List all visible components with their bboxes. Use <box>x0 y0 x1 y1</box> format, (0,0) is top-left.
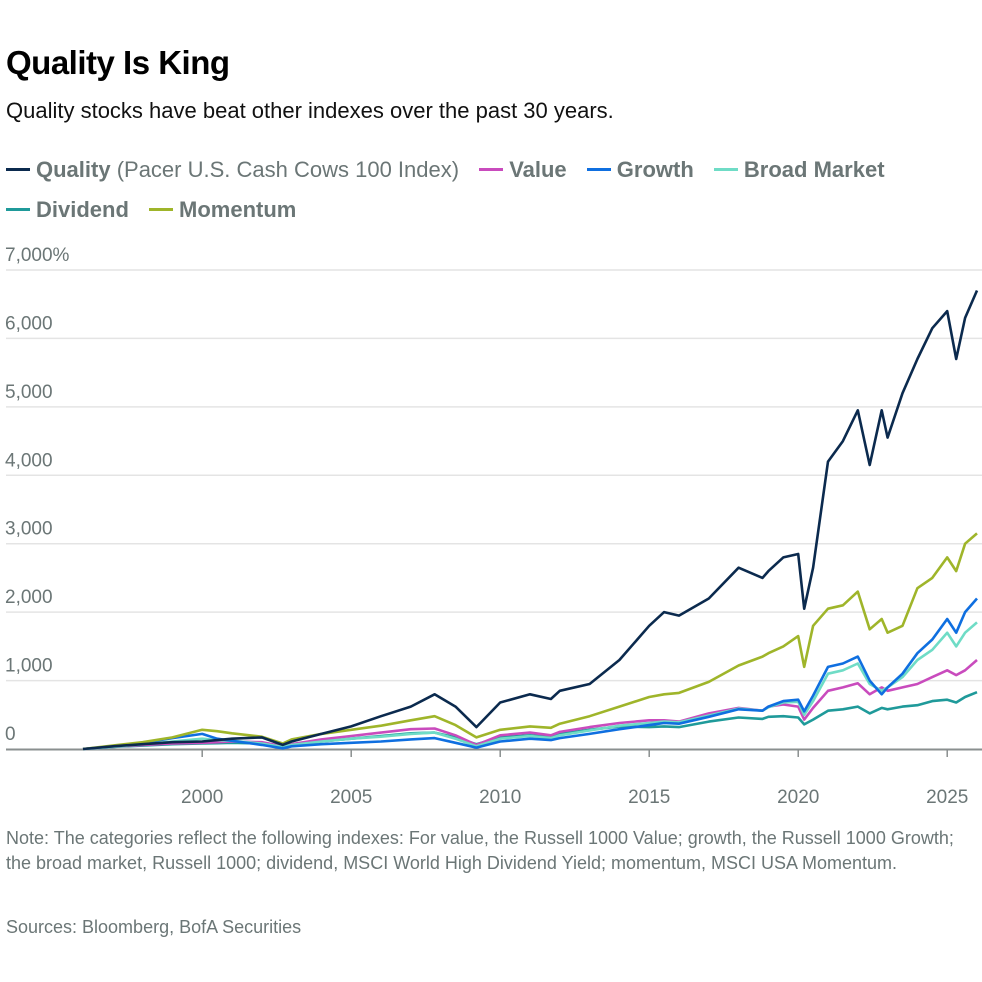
series-line-quality <box>82 289 979 751</box>
legend-swatch-broad-market <box>713 167 738 171</box>
legend-item-broad-market: Broad Market <box>713 150 885 190</box>
gridlines <box>6 269 982 682</box>
series-lines <box>82 289 979 751</box>
y-axis: 0 1,000 2,000 3,000 4,000 5,000 6,000 7,000% <box>5 245 70 745</box>
series-line-momentum <box>82 532 978 751</box>
legend-swatch-quality <box>6 167 30 171</box>
legend-item-quality: Quality (Pacer U.S. Cash Cows 100 Index) <box>6 150 459 190</box>
x-tick-label: 2005 <box>330 787 372 808</box>
legend-swatch-value <box>479 167 504 171</box>
legend-label: Value <box>509 157 567 182</box>
y-tick-label: 7,000% <box>5 245 70 266</box>
y-tick-label: 4,000 <box>5 450 53 471</box>
legend-label: Broad Market <box>743 157 885 182</box>
legend-label: Dividend <box>36 197 129 222</box>
x-tick-label: 2000 <box>181 787 223 808</box>
x-axis: 2000 2005 2010 2015 2020 2025 <box>6 748 982 808</box>
legend-swatch-growth <box>586 167 611 171</box>
legend-label-extra: (Pacer U.S. Cash Cows 100 Index) <box>110 157 460 182</box>
legend-label: Momentum <box>179 197 297 222</box>
legend-item-growth: Growth <box>586 150 694 190</box>
y-tick-label: 3,000 <box>5 519 53 540</box>
series-line-growth <box>82 597 978 751</box>
x-tick-label: 2025 <box>926 787 968 808</box>
x-tick-label: 2015 <box>628 787 670 808</box>
legend-item-dividend: Dividend <box>6 190 129 230</box>
line-chart: 0 1,000 2,000 3,000 4,000 5,000 6,000 7,000% 20… <box>5 245 982 808</box>
legend: Quality (Pacer U.S. Cash Cows 100 Index)… <box>6 150 981 230</box>
legend-swatch-momentum <box>149 207 174 211</box>
series-line-broad-market <box>82 621 978 751</box>
legend-label: Quality <box>36 157 111 182</box>
legend-item-value: Value <box>479 150 567 190</box>
y-tick-label: 1,000 <box>5 656 53 677</box>
y-tick-label: 0 <box>5 724 16 745</box>
chart-title: Quality Is King <box>6 44 230 81</box>
legend-swatch-dividend <box>6 207 30 211</box>
chart-subtitle: Quality stocks have beat other indexes o… <box>6 98 614 123</box>
x-tick-label: 2010 <box>479 787 521 808</box>
legend-item-momentum: Momentum <box>149 190 296 230</box>
y-tick-label: 6,000 <box>5 313 53 334</box>
chart-note: Note: The categories reflect the followi… <box>6 828 954 873</box>
legend-label: Growth <box>616 157 694 182</box>
chart-source: Sources: Bloomberg, BofA Securities <box>6 917 302 937</box>
y-tick-label: 5,000 <box>5 382 53 403</box>
y-tick-label: 2,000 <box>5 587 53 608</box>
x-tick-label: 2020 <box>777 787 819 808</box>
